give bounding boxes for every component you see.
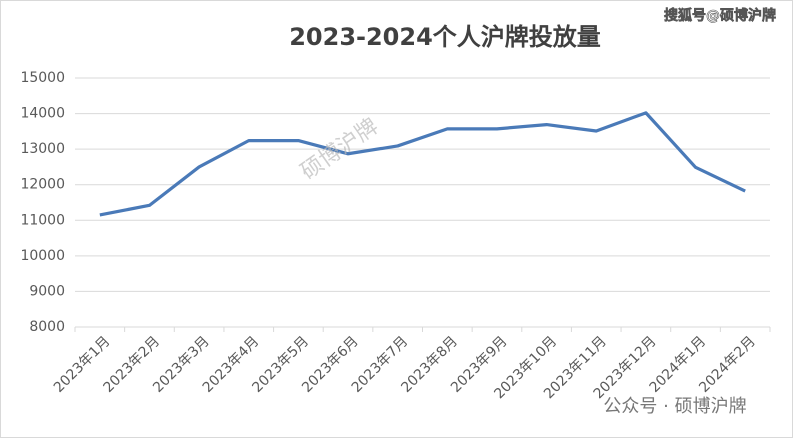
y-tick-label: 9000 — [29, 283, 65, 299]
watermark: 公众号 · 硕博沪牌 — [603, 396, 746, 417]
y-tick-label: 15000 — [20, 70, 65, 86]
data-line — [99, 111, 746, 217]
chart-title: 2023-2024个人沪牌投放量 — [289, 23, 601, 51]
y-tick-label: 11000 — [20, 212, 65, 228]
y-tick-label: 13000 — [20, 141, 65, 157]
y-tick-label: 10000 — [20, 248, 65, 264]
y-tick-label: 12000 — [20, 177, 65, 193]
watermark: 搜狐号@硕博沪牌 — [664, 7, 776, 24]
y-tick-label: 8000 — [29, 319, 65, 335]
y-tick-label: 14000 — [20, 106, 65, 122]
